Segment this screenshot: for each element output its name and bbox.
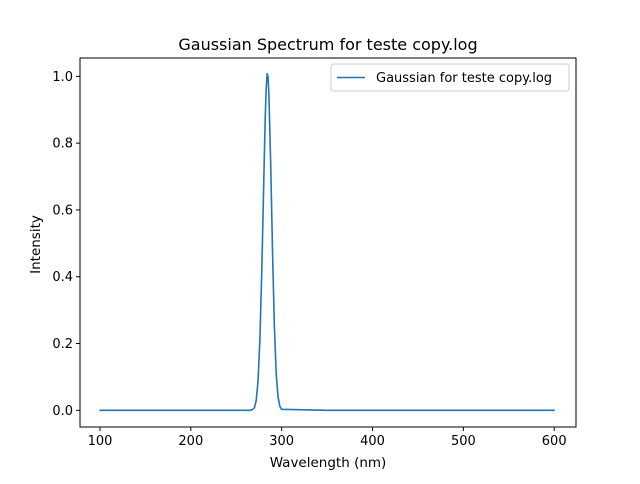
legend-label: Gaussian for teste copy.log xyxy=(376,71,552,86)
legend: Gaussian for teste copy.log xyxy=(330,63,570,92)
x-axis-label: Wavelength (nm) xyxy=(270,455,387,471)
y-axis-ticks: 0.0 0.2 0.4 0.6 0.8 1.0 xyxy=(52,70,80,419)
x-tick-label: 500 xyxy=(451,434,476,449)
chart-title: Gaussian Spectrum for teste copy.log xyxy=(178,35,477,54)
plot-frame xyxy=(79,57,577,428)
legend-box xyxy=(330,63,570,92)
y-tick-label: 0.2 xyxy=(52,337,73,352)
y-tick-label: 0.0 xyxy=(52,404,73,419)
y-tick-label: 1.0 xyxy=(52,70,73,85)
y-axis-label: Intensity xyxy=(28,215,44,274)
x-tick-label: 400 xyxy=(360,434,385,449)
x-axis-ticks: 100 200 300 400 500 600 xyxy=(88,427,567,449)
x-tick-label: 600 xyxy=(542,434,567,449)
x-tick-label: 300 xyxy=(269,434,294,449)
x-tick-label: 100 xyxy=(88,434,113,449)
series-line xyxy=(99,72,556,412)
y-tick-label: 0.8 xyxy=(52,137,73,152)
y-tick-label: 0.6 xyxy=(52,203,73,218)
x-tick-label: 200 xyxy=(178,434,203,449)
series-layer xyxy=(99,72,556,412)
y-tick-label: 0.4 xyxy=(52,270,73,285)
